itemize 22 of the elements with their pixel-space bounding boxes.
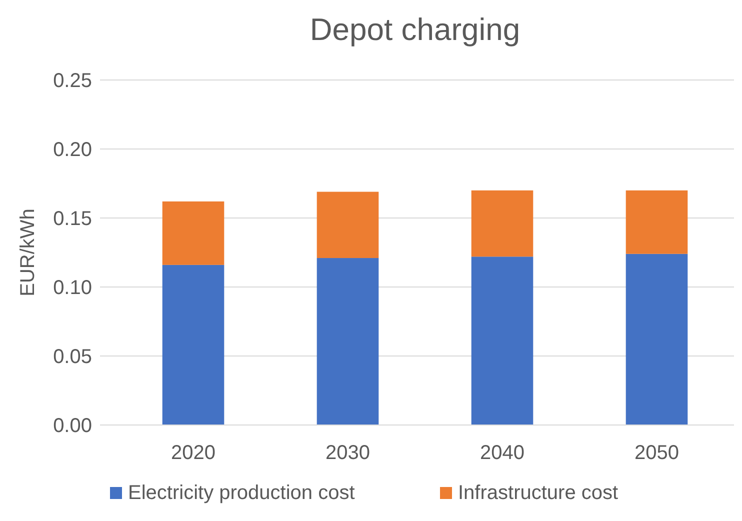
bar — [162, 264, 224, 425]
legend-label: Infrastructure cost — [458, 482, 618, 504]
bar — [626, 190, 688, 254]
y-tick-label: 0.00 — [53, 415, 92, 437]
x-tick-label: 2040 — [480, 442, 524, 464]
y-tick-label: 0.25 — [53, 70, 92, 92]
bar — [316, 192, 379, 258]
chart-title: Depot charging — [310, 12, 520, 47]
bar — [316, 258, 379, 425]
y-tick-label: 0.10 — [53, 277, 92, 299]
legend-label: Electricity production cost — [128, 482, 356, 504]
y-tick-label: 0.15 — [53, 208, 92, 230]
y-tick-label: 0.20 — [53, 139, 92, 161]
y-axis-title: EUR/kWh — [17, 208, 39, 296]
bar — [626, 254, 688, 425]
y-tick-label: 0.05 — [53, 346, 92, 368]
bar — [471, 256, 534, 425]
x-tick-label: 2050 — [634, 442, 679, 464]
bar — [162, 201, 224, 265]
x-tick-label: 2020 — [171, 442, 216, 464]
x-tick-label: 2030 — [326, 442, 370, 464]
bar — [471, 190, 534, 257]
